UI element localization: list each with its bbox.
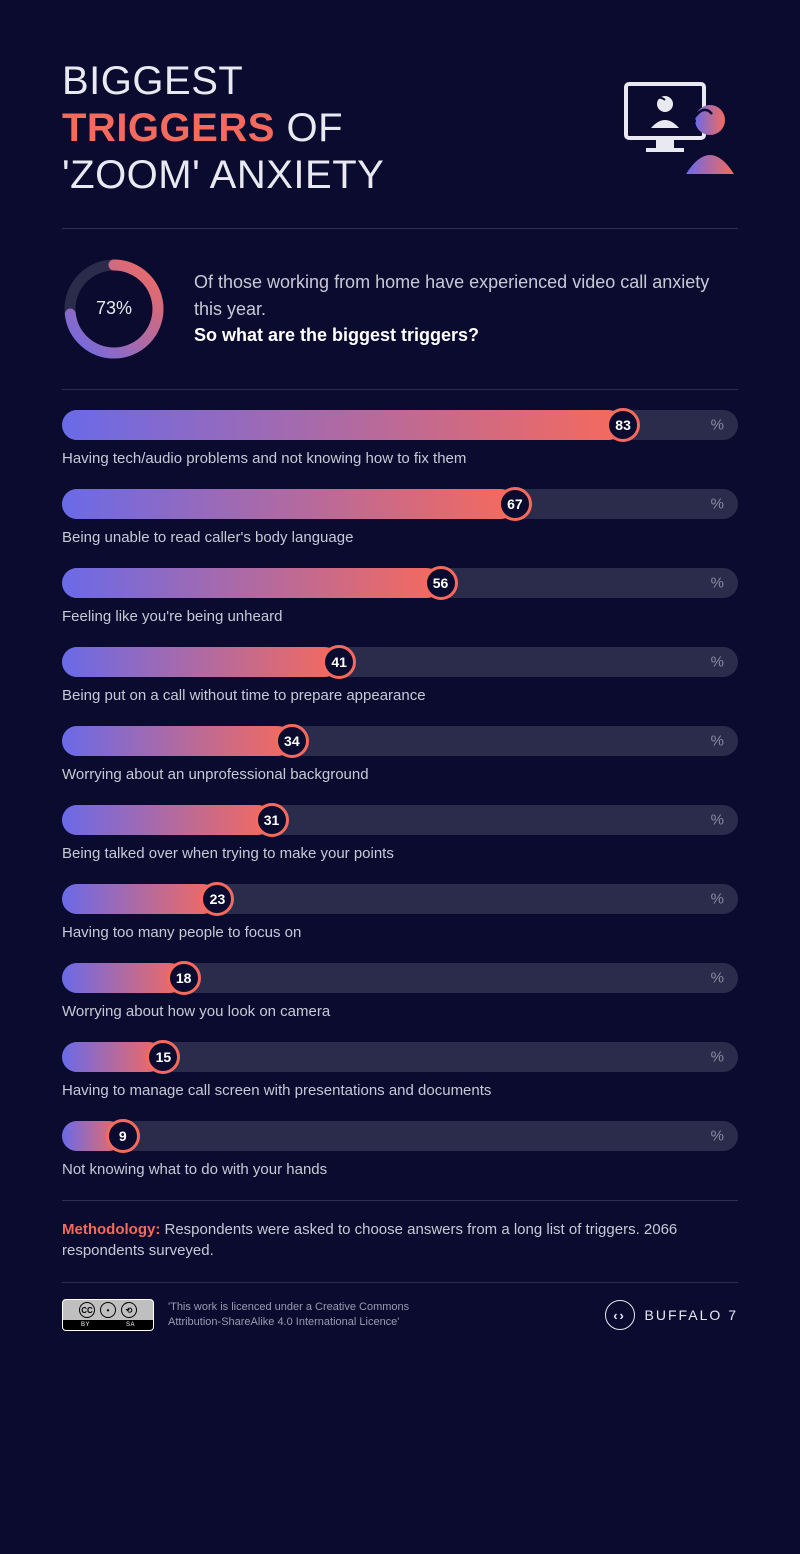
intro-line2: So what are the biggest triggers? [194, 325, 479, 345]
bar-pct-symbol: % [711, 1048, 724, 1065]
bar-value-knob: 23 [200, 882, 234, 916]
bar-fill [62, 963, 184, 993]
bar-chart: 83% Having tech/audio problems and not kn… [62, 390, 738, 1178]
title-line3: 'ZOOM' ANXIETY [62, 153, 384, 197]
bar-fill [62, 410, 623, 440]
bar-row: 67% Being unable to read caller's body la… [62, 489, 738, 546]
bar-pct-symbol: % [711, 416, 724, 433]
bar-pct-symbol: % [711, 890, 724, 907]
cc-license-badge: CC • ⟲ BY SA [62, 1299, 154, 1331]
bar-fill [62, 568, 441, 598]
bar-row: 31% Being talked over when trying to make… [62, 805, 738, 862]
bar-track: 67% [62, 489, 738, 519]
bar-value-knob: 9 [106, 1119, 140, 1153]
page-title: BIGGEST TRIGGERS OF 'ZOOM' ANXIETY [62, 58, 384, 200]
bar-row: 56% Feeling like you're being unheard [62, 568, 738, 625]
bar-pct-symbol: % [711, 495, 724, 512]
bar-track: 15% [62, 1042, 738, 1072]
bar-row: 9% Not knowing what to do with your hands [62, 1121, 738, 1178]
title-line1: BIGGEST [62, 59, 243, 103]
video-call-icon [608, 76, 738, 181]
bar-fill [62, 647, 339, 677]
cc-sa-label: SA [126, 1322, 135, 1328]
bar-pct-symbol: % [711, 732, 724, 749]
bar-fill [62, 489, 515, 519]
bar-value-knob: 18 [167, 961, 201, 995]
bar-fill [62, 726, 292, 756]
bar-label: Having too many people to focus on [62, 924, 738, 941]
title-accent: TRIGGERS [62, 106, 275, 150]
bar-pct-symbol: % [711, 653, 724, 670]
bar-pct-symbol: % [711, 574, 724, 591]
brand-glyph-icon: ‹› [605, 1300, 635, 1330]
bar-label: Being unable to read caller's body langu… [62, 529, 738, 546]
bar-fill [62, 805, 272, 835]
brand-name: BUFFALO 7 [645, 1307, 738, 1323]
bar-track: 34% [62, 726, 738, 756]
bar-track: 18% [62, 963, 738, 993]
bar-label: Having tech/audio problems and not knowi… [62, 450, 738, 467]
bar-track: 83% [62, 410, 738, 440]
bar-track: 9% [62, 1121, 738, 1151]
bar-label: Being put on a call without time to prep… [62, 687, 738, 704]
methodology-heading: Methodology: [62, 1221, 160, 1238]
bar-value-knob: 56 [424, 566, 458, 600]
intro-line1: Of those working from home have experien… [194, 272, 709, 318]
methodology: Methodology: Respondents were asked to c… [62, 1201, 738, 1283]
bar-value-knob: 34 [275, 724, 309, 758]
bar-row: 83% Having tech/audio problems and not kn… [62, 410, 738, 467]
donut-chart: 73% [62, 257, 166, 361]
bar-value-knob: 31 [255, 803, 289, 837]
bar-pct-symbol: % [711, 969, 724, 986]
bar-row: 23% Having too many people to focus on [62, 884, 738, 941]
bar-value-knob: 15 [146, 1040, 180, 1074]
bar-pct-symbol: % [711, 811, 724, 828]
bar-label: Worrying about how you look on camera [62, 1003, 738, 1020]
bar-label: Feeling like you're being unheard [62, 608, 738, 625]
intro-text: Of those working from home have experien… [194, 269, 738, 347]
bar-row: 41% Being put on a call without time to p… [62, 647, 738, 704]
bar-label: Not knowing what to do with your hands [62, 1161, 738, 1178]
bar-row: 15% Having to manage call screen with pre… [62, 1042, 738, 1099]
license-text: 'This work is licenced under a Creative … [168, 1300, 448, 1330]
bar-label: Being talked over when trying to make yo… [62, 845, 738, 862]
brand-logo: ‹› BUFFALO 7 [605, 1300, 738, 1330]
bar-value-knob: 83 [606, 408, 640, 442]
title-line2-post: OF [287, 106, 344, 150]
bar-value-knob: 67 [498, 487, 532, 521]
bar-track: 41% [62, 647, 738, 677]
bar-track: 23% [62, 884, 738, 914]
bar-fill [62, 884, 217, 914]
bar-label: Having to manage call screen with presen… [62, 1082, 738, 1099]
bar-row: 34% Worrying about an unprofessional back… [62, 726, 738, 783]
bar-label: Worrying about an unprofessional backgro… [62, 766, 738, 783]
bar-track: 31% [62, 805, 738, 835]
bar-row: 18% Worrying about how you look on camera [62, 963, 738, 1020]
donut-label: 73% [62, 257, 166, 361]
bar-value-knob: 41 [322, 645, 356, 679]
bar-track: 56% [62, 568, 738, 598]
bar-pct-symbol: % [711, 1127, 724, 1144]
cc-by-label: BY [81, 1322, 90, 1328]
